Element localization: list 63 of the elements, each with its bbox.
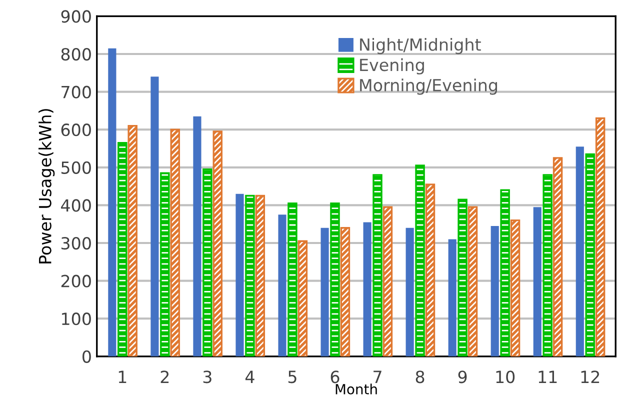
legend-label: Evening <box>360 58 424 74</box>
bar <box>468 206 478 356</box>
bar <box>490 226 499 356</box>
x-tick-label: 10 <box>496 370 515 384</box>
bar <box>585 153 595 356</box>
bar <box>170 128 180 356</box>
bar <box>533 207 542 356</box>
bar <box>278 214 286 356</box>
y-tick-label: 700 <box>62 86 91 98</box>
legend-label: Night/Midnight <box>360 38 481 54</box>
y-tick-label: 900 <box>61 10 91 23</box>
bar <box>108 48 116 356</box>
bar <box>245 194 255 356</box>
bar <box>128 124 138 356</box>
bar <box>425 184 436 356</box>
y-tick-label: 300 <box>61 236 91 250</box>
bar <box>193 116 202 356</box>
y-tick-label: 500 <box>61 161 91 174</box>
bar <box>288 202 298 356</box>
x-axis-title: Month <box>336 384 377 394</box>
bar <box>372 174 382 356</box>
bar <box>542 174 552 356</box>
y-tick-label: 800 <box>61 48 91 61</box>
bar <box>576 146 584 356</box>
bar <box>448 239 456 356</box>
bar <box>552 157 563 356</box>
bar <box>298 240 308 356</box>
bar <box>236 194 244 356</box>
y-tick-label: 400 <box>61 199 91 212</box>
bar <box>382 206 393 356</box>
bar <box>510 219 520 356</box>
y-tick-label: 600 <box>61 124 91 136</box>
bar <box>150 76 159 356</box>
bar <box>406 228 414 356</box>
bar <box>202 168 212 356</box>
x-tick-label: 8 <box>416 370 424 384</box>
x-tick-label: 7 <box>374 370 382 383</box>
bar <box>340 227 350 356</box>
x-tick-label: 12 <box>581 370 600 383</box>
bar <box>330 202 340 356</box>
x-tick-label: 6 <box>330 370 340 384</box>
x-tick-label: 11 <box>538 370 557 383</box>
x-tick-label: 3 <box>203 370 212 384</box>
bar <box>212 130 223 356</box>
y-tick-label: 100 <box>62 312 91 326</box>
x-tick-label: 5 <box>288 370 296 384</box>
bar <box>118 142 128 356</box>
bar <box>363 222 372 356</box>
bar <box>415 164 425 356</box>
bar <box>595 117 606 356</box>
y-tick-label: 200 <box>61 274 91 288</box>
bar <box>255 194 266 356</box>
x-tick-label: 2 <box>160 370 169 383</box>
x-tick-label: 1 <box>118 370 126 383</box>
bar <box>500 189 510 356</box>
x-tick-label: 9 <box>458 370 467 384</box>
bar <box>458 198 468 356</box>
x-tick-label: 4 <box>245 370 254 383</box>
y-tick-label: 0 <box>82 350 91 363</box>
legend-label: Morning/Evening <box>360 78 498 95</box>
bar <box>160 172 170 356</box>
y-axis-title: Power Usage(kWh) <box>38 109 55 264</box>
bar <box>320 228 329 356</box>
